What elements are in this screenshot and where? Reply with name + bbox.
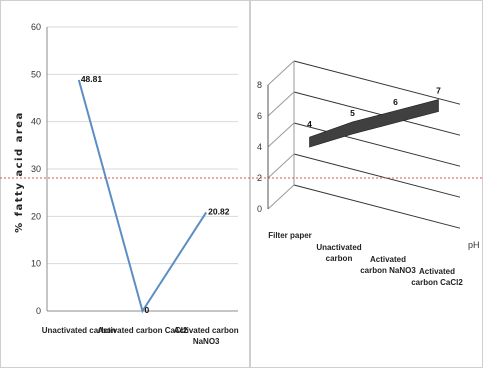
right-back-gridline [293,153,461,198]
right-y-tick-label: 4 [257,142,262,152]
right-data-label: 4 [307,119,312,129]
left-y-tick-label: 50 [31,69,41,79]
left-data-label: 0 [145,305,150,315]
right-depth-gridline [267,60,295,86]
left-series-line [77,79,208,314]
right-category-label: Unactivated carbon [316,243,361,263]
right-series-ribbon-shape [309,99,439,148]
right-back-gridline [293,91,461,136]
right-y-tick-label: 6 [257,111,262,121]
left-y-tick-label: 30 [31,164,41,174]
right-series-ribbon [309,99,439,148]
right-data-label: 7 [436,86,441,96]
left-y-tick-label: 40 [31,117,41,127]
left-y-tick-label: 10 [31,259,41,269]
left-y-tick-label: 60 [31,22,41,32]
left-data-labels: 48.81 0 20.82 [81,74,230,315]
left-y-tick-label: 0 [36,306,41,316]
right-back-gridline [293,184,461,229]
left-y-tick-labels: 0 10 20 30 40 50 60 [31,22,41,316]
right-gridlines [267,60,461,229]
right-category-label: Activated carbon CaCl2 [411,267,463,287]
right-y-tick-labels: 0 2 4 6 8 [257,80,262,214]
right-data-label: 6 [393,97,398,107]
left-y-axis-label: % fatty acid area [14,111,25,233]
right-y-tick-label: 8 [257,80,262,90]
right-back-gridline [293,122,461,167]
left-data-label: 48.81 [81,74,103,84]
left-data-label: 20.82 [208,206,230,216]
right-category-label: Filter paper [268,231,312,240]
left-series-polyline [77,79,208,314]
right-y-tick-label: 2 [257,173,262,183]
right-y-tick-label: 0 [257,204,262,214]
right-data-label: 5 [350,108,355,118]
left-y-tick-label: 20 [31,211,41,221]
right-data-labels: 4 5 6 7 [307,86,441,130]
right-depth-axis-label: pH [468,240,480,250]
left-category-label: Activated carbon CaCl2 [98,326,188,335]
ph-3d-line-chart: 0 2 4 6 8 4 5 6 7 Filter paper Unactivated carbon… [250,0,483,368]
right-depth-gridline [267,184,295,210]
left-category-label: Activated carbon NaNO3 [174,326,239,346]
right-depth-gridline [267,153,295,179]
fatty-acid-line-chart: 0 10 20 30 40 50 60 % fatty acid area Unactiva… [0,0,250,368]
right-depth-gridline [267,122,295,148]
left-chart-border [0,0,250,368]
right-chart-border [250,0,483,368]
right-depth-gridline [267,91,295,117]
right-back-gridline [293,60,461,105]
left-category-label: Unactivated carbon [42,326,116,335]
right-category-label: Activated carbon NaNO3 [360,255,416,275]
